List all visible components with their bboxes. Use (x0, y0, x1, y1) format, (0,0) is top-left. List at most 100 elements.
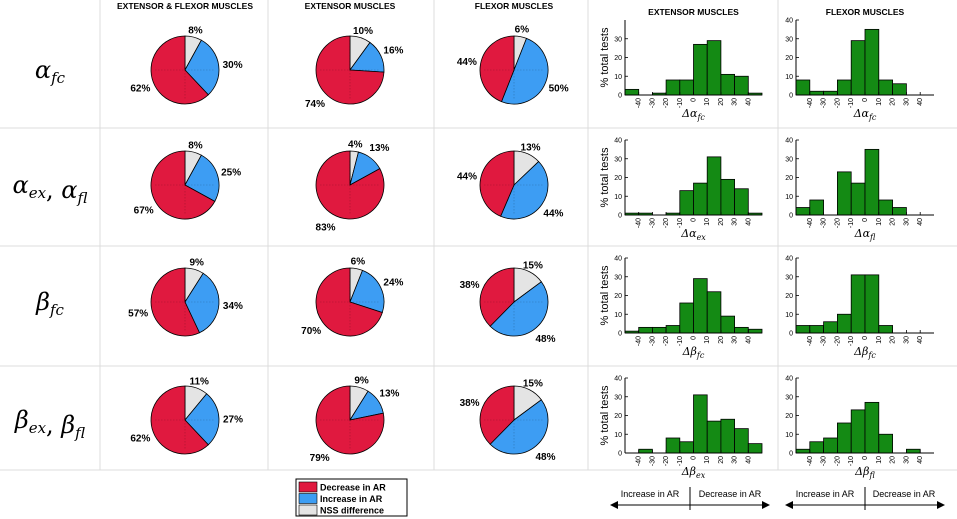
histogram-bar (638, 326, 653, 334)
pie-slice-decrease (315, 267, 383, 337)
x-tick-label: 0 (691, 456, 698, 460)
x-axis-label: Δαfc (681, 107, 705, 122)
pie-chart: 15% 48% 38% (460, 378, 556, 463)
pie-slice-increase (500, 160, 549, 220)
column-title: EXTENSOR MUSCLES (305, 1, 396, 11)
x-tick-label: 20 (718, 456, 725, 464)
pie-label-decrease: 83% (316, 222, 336, 233)
column-titles: EXTENSOR & FLEXOR MUSCLES EXTENSOR MUSCLE… (117, 1, 905, 17)
pie-label-nss: 6% (515, 25, 530, 36)
histogram-bar (850, 182, 866, 216)
x-tick-label: -20 (663, 98, 670, 108)
histogram: 0 10 20 30 40 -40 -30 -20 -10 0 10 20 30 40 Δαfc (785, 18, 934, 122)
histogram-bar (665, 437, 681, 454)
y-tick-label: 40 (785, 256, 793, 263)
pie-label-increase: 16% (383, 46, 403, 57)
x-tick-label: 0 (691, 336, 698, 340)
x-tick-label: -40 (807, 336, 814, 346)
row-label: βfc (35, 288, 64, 319)
pie-label-increase: 34% (223, 301, 243, 312)
y-tick-label: 30 (614, 156, 622, 163)
pie-slice-increase (489, 281, 549, 337)
y-tick-label: 40 (614, 376, 622, 383)
x-tick-label: -30 (821, 98, 828, 108)
pie-label-increase: 30% (223, 60, 243, 71)
x-tick-label: -20 (663, 336, 670, 346)
x-tick-label: 10 (876, 98, 883, 106)
x-tick-label: 10 (876, 456, 883, 464)
y-tick-label: 10 (614, 432, 622, 439)
y-tick-label: 0 (618, 93, 622, 100)
histogram-bar (734, 428, 749, 454)
x-tick-label: 30 (732, 218, 739, 226)
x-tick-label: -10 (848, 98, 855, 108)
y-tick-label: 30 (785, 274, 793, 281)
histogram-bar (823, 90, 838, 96)
histogram-bar (720, 178, 736, 216)
histogram-bar (892, 83, 907, 96)
pie-label-nss: 8% (188, 25, 203, 36)
x-tick-label: -30 (821, 336, 828, 346)
pie-label-decrease: 62% (130, 84, 150, 95)
x-tick-label: 40 (745, 98, 752, 106)
pie-label-increase: 48% (535, 452, 555, 463)
y-tick-label: 20 (614, 293, 622, 300)
y-axis-label: % total tests (599, 147, 611, 207)
x-tick-label: 30 (732, 98, 739, 106)
y-axis-label: % total tests (599, 385, 611, 445)
pie-label-increase: 13% (369, 143, 389, 154)
x-tick-label: -30 (649, 456, 656, 466)
y-tick-label: 10 (614, 74, 622, 81)
legend-label-increase: Increase in AR (320, 494, 383, 504)
pie-label-increase: 48% (535, 334, 555, 345)
y-axis-label: % total tests (599, 27, 611, 87)
x-tick-label: -40 (636, 456, 643, 466)
histogram-bar (747, 443, 763, 454)
x-tick-label: -10 (848, 456, 855, 466)
y-tick-label: 30 (785, 156, 793, 163)
y-tick-label: 10 (614, 194, 622, 201)
histogram-bar (679, 441, 694, 454)
histogram-bar (850, 40, 866, 96)
y-tick-label: 20 (785, 175, 793, 182)
pie-chart: 4% 13% 83% (316, 139, 390, 233)
histogram-bar (734, 188, 749, 216)
pie-slice-increase (184, 154, 220, 202)
histogram-bar (878, 325, 893, 334)
x-tick-label: -40 (807, 218, 814, 228)
pie-label-decrease: 79% (310, 453, 330, 464)
x-tick-label: 30 (732, 456, 739, 464)
x-tick-label: 20 (718, 336, 725, 344)
pie-slice-decrease (479, 385, 515, 445)
histogram-bar (747, 328, 763, 334)
pie-label-nss: 6% (351, 257, 366, 268)
x-tick-label: -10 (677, 336, 684, 346)
panel-grid-lines (0, 0, 957, 471)
histogram-bar (864, 401, 880, 454)
x-tick-label: 0 (691, 218, 698, 222)
legend: Decrease in AR Increase in AR NSS differ… (295, 478, 408, 517)
x-tick-label: -30 (821, 456, 828, 466)
legend-swatch-decrease (298, 481, 318, 493)
pie-chart: 10% 16% 74% (305, 26, 404, 110)
histogram-bar (693, 182, 708, 216)
y-tick-label: 0 (618, 451, 622, 458)
row-label: βex, βfl (14, 406, 85, 442)
histogram-bar (679, 190, 694, 216)
pie-label-nss: 9% (189, 258, 204, 269)
arrow-label-decrease: Decrease in AR (873, 489, 936, 499)
direction-arrows: Increase in AR Decrease in AR Increase i… (610, 487, 945, 510)
x-tick-label: -30 (821, 218, 828, 228)
y-tick-label: 20 (785, 413, 793, 420)
pie-label-nss: 15% (523, 378, 543, 389)
pie-chart: 13% 44% 44% (457, 142, 564, 220)
pie-label-nss: 10% (353, 26, 373, 37)
y-tick-label: 10 (785, 432, 793, 439)
histogram-bar (837, 313, 852, 334)
pie-slice-increase (184, 393, 220, 446)
pie-slice-decrease (150, 267, 201, 337)
legend-label-decrease: Decrease in AR (320, 483, 386, 493)
